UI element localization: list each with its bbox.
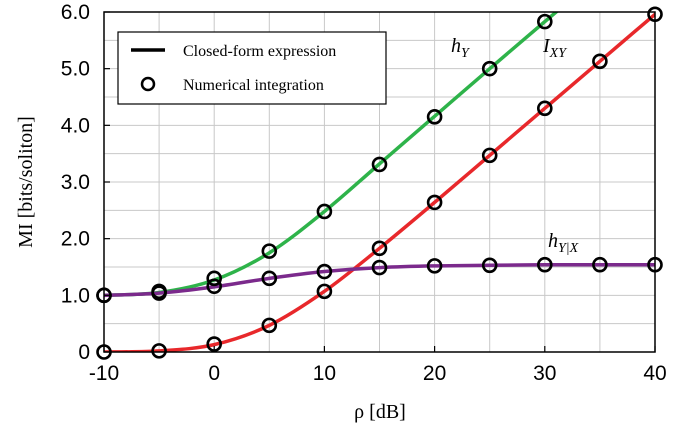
series-2-marker: [316, 263, 333, 280]
series-1-marker: [316, 283, 333, 300]
y-tick-label: 4.0: [61, 114, 90, 137]
y-axis-label: MI [bits/soliton]: [15, 116, 37, 248]
x-tick-label: 10: [313, 362, 336, 385]
series-0-marker: [426, 109, 443, 125]
series-0-marker: [316, 203, 333, 220]
series-2-marker: [206, 278, 222, 295]
legend-box: [117, 31, 387, 105]
x-tick-label: -10: [89, 362, 119, 385]
series-line-2: [104, 262, 655, 298]
y-tick-label: 0: [78, 341, 90, 364]
series-line-1: [104, 12, 655, 352]
series-2-marker: [151, 285, 167, 301]
y-tick-label: 5.0: [61, 58, 90, 81]
y-tick-label: 6.0: [61, 1, 90, 24]
y-tick-label: 1.0: [61, 284, 90, 307]
annotation-hy: hY: [451, 35, 471, 61]
series-1-marker: [261, 317, 278, 334]
series-0-marker: [206, 270, 222, 287]
series-2-marker: [481, 257, 498, 274]
series-1-marker: [536, 100, 553, 117]
curve-annotations: hY IXY hY|X: [451, 35, 579, 256]
series-2-marker: [426, 258, 443, 274]
series-1-marker: [151, 343, 167, 359]
x-tick-label: 0: [208, 362, 220, 385]
x-tick-label: 20: [423, 362, 446, 385]
legend-marker-label: Numerical integration: [183, 77, 324, 94]
legend: Closed-form expression Numerical integra…: [117, 31, 387, 105]
series-2-marker: [371, 259, 388, 276]
x-axis-ticks: -10 0 10 20 30 40: [89, 346, 667, 385]
series-2-marker: [261, 270, 278, 287]
series-1-marker: [592, 53, 608, 70]
y-tick-label: 3.0: [61, 171, 90, 194]
x-tick-label: 40: [643, 362, 666, 385]
annotation-ixy: IXY: [542, 35, 568, 61]
y-axis-ticks: 0 1.0 2.0 3.0 4.0 5.0 6.0: [61, 1, 110, 364]
series-1-marker: [371, 240, 388, 257]
series-0-marker: [481, 60, 498, 77]
legend-marker-sample: [140, 76, 156, 92]
series-line-0: [104, 12, 559, 298]
series-2-marker: [592, 256, 608, 273]
x-axis-label: ρ [dB]: [354, 401, 406, 423]
legend-line-label: Closed-form expression: [183, 43, 336, 60]
series-2-marker: [536, 256, 553, 273]
series-0-marker: [261, 243, 278, 259]
series-0-marker: [536, 13, 553, 30]
series-1-marker: [481, 147, 498, 164]
x-tick-label: 30: [533, 362, 556, 385]
y-tick-label: 2.0: [61, 228, 90, 251]
series-0-marker: [371, 156, 388, 173]
curves: [104, 12, 655, 352]
series-1-marker: [426, 194, 443, 211]
annotation-hyx: hY|X: [548, 230, 579, 256]
